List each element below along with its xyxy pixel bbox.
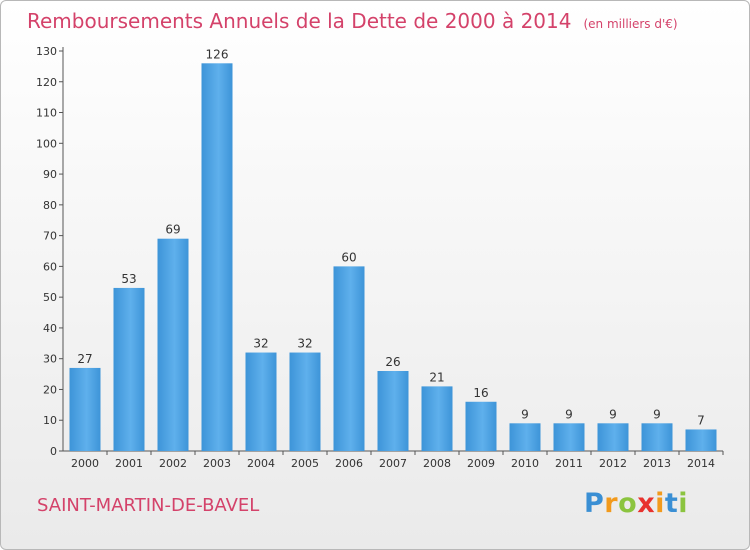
y-tick-label: 90: [43, 168, 57, 181]
x-tick-label: 2007: [379, 457, 407, 470]
y-tick-label: 20: [43, 383, 57, 396]
bar: [245, 352, 277, 451]
y-tick-label: 130: [36, 45, 57, 58]
bar-value-label: 60: [341, 250, 356, 264]
bar: [201, 63, 233, 452]
bar-value-label: 9: [653, 407, 661, 421]
y-tick-label: 110: [36, 107, 57, 120]
proxiti-logo: Proxiti: [584, 488, 688, 519]
x-tick-label: 2011: [555, 457, 583, 470]
y-tick-label: 80: [43, 199, 57, 212]
logo-letter: i: [655, 488, 665, 519]
y-tick-label: 60: [43, 260, 57, 273]
x-tick-label: 2012: [599, 457, 627, 470]
y-tick-label: 30: [43, 353, 57, 366]
x-tick-label: 2005: [291, 457, 319, 470]
bar-value-label: 16: [473, 386, 488, 400]
bar-value-label: 9: [609, 407, 617, 421]
bar-value-label: 21: [429, 370, 444, 384]
bar-value-label: 27: [77, 352, 92, 366]
chart-title-main: Remboursements Annuels de la Dette de 20…: [27, 9, 572, 33]
x-tick-label: 2008: [423, 457, 451, 470]
logo-letter: i: [678, 488, 689, 519]
y-tick-label: 120: [36, 76, 57, 89]
bar: [685, 429, 717, 451]
bar-value-label: 32: [253, 337, 268, 351]
bar: [641, 423, 673, 451]
logo-letter: x: [637, 488, 656, 519]
bar: [597, 423, 629, 451]
bar-value-label: 126: [206, 47, 229, 61]
x-tick-label: 2003: [203, 457, 231, 470]
bar: [113, 287, 145, 451]
x-tick-label: 2009: [467, 457, 495, 470]
y-tick-label: 40: [43, 322, 57, 335]
x-tick-label: 2000: [71, 457, 99, 470]
y-tick-label: 0: [50, 445, 57, 458]
x-tick-label: 2006: [335, 457, 363, 470]
y-tick-label: 70: [43, 230, 57, 243]
bar: [333, 266, 365, 451]
bar: [289, 352, 321, 451]
bar: [157, 238, 189, 451]
bar-value-label: 53: [121, 272, 136, 286]
y-tick-label: 10: [43, 414, 57, 427]
bar-value-label: 32: [297, 337, 312, 351]
logo-letter: r: [604, 488, 619, 519]
logo-letter: t: [664, 488, 679, 519]
bar-value-label: 9: [521, 407, 529, 421]
x-tick-label: 2014: [687, 457, 715, 470]
x-tick-label: 2013: [643, 457, 671, 470]
bar-value-label: 26: [385, 355, 400, 369]
bar: [69, 367, 101, 451]
y-tick-label: 100: [36, 137, 57, 150]
bar: [377, 371, 409, 451]
y-tick-label: 50: [43, 291, 57, 304]
x-tick-label: 2002: [159, 457, 187, 470]
bar-value-label: 9: [565, 407, 573, 421]
chart-title: Remboursements Annuels de la Dette de 20…: [27, 9, 678, 33]
bar: [421, 386, 453, 451]
x-tick-label: 2010: [511, 457, 539, 470]
x-tick-label: 2004: [247, 457, 275, 470]
commune-name: SAINT-MARTIN-DE-BAVEL: [37, 495, 260, 516]
bar: [509, 423, 541, 451]
bar: [553, 423, 585, 451]
logo-letter: o: [618, 488, 638, 519]
bar: [465, 401, 497, 451]
bar-value-label: 69: [165, 223, 180, 237]
logo-letter: P: [584, 488, 605, 519]
chart-title-unit: (en milliers d'€): [583, 17, 678, 31]
x-tick-label: 2001: [115, 457, 143, 470]
bar-value-label: 7: [697, 413, 705, 427]
